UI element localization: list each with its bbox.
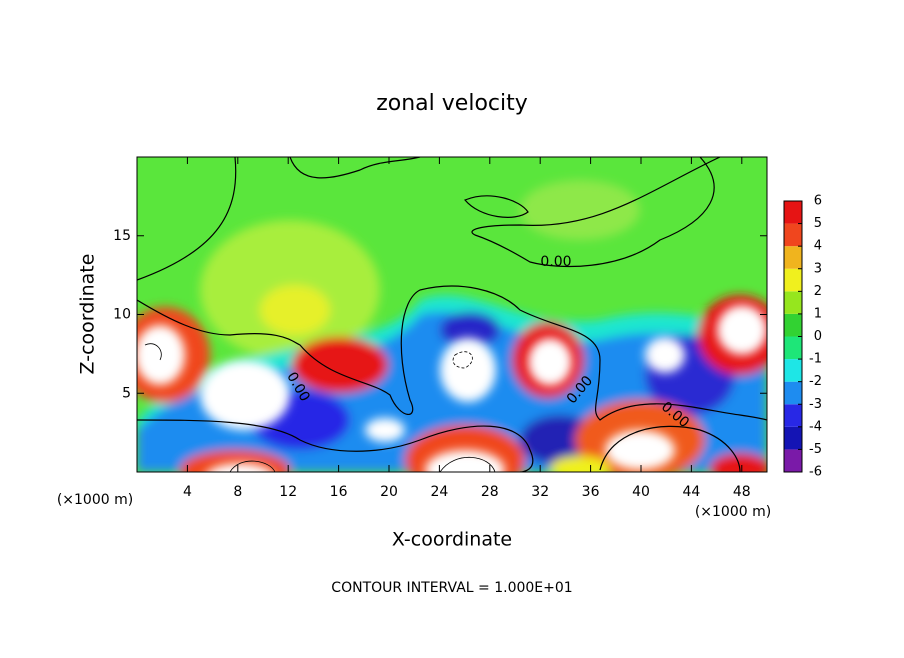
- colorbar-label: -1: [809, 352, 822, 367]
- x-tick-label: 32: [531, 484, 549, 500]
- x-tick-label: 36: [582, 484, 600, 500]
- x-unit-label: (×1000 m): [57, 492, 133, 508]
- colorbar-label: 6: [814, 194, 822, 209]
- x-tick-label: 28: [481, 484, 499, 500]
- x-axis-title: X-coordinate: [392, 529, 512, 551]
- contour-label: 0.00: [540, 254, 571, 270]
- colorbar-label: 0: [814, 329, 822, 344]
- colorbar-label: 3: [814, 261, 822, 276]
- colorbar-cell: [784, 313, 802, 337]
- colorbar-label: 5: [814, 216, 822, 231]
- x-tick-label: 40: [632, 484, 650, 500]
- x-tick-label: 20: [380, 484, 398, 500]
- colorbar-cell: [784, 449, 802, 472]
- x-tick-label: 24: [430, 484, 448, 500]
- x-tick-label: 44: [682, 484, 700, 500]
- colorbar-label: -6: [809, 465, 822, 480]
- colorbar-cell: [784, 381, 802, 405]
- colorbar-cell: [784, 268, 802, 292]
- y-tick-label: 15: [113, 228, 131, 244]
- colorbar-cell: [784, 426, 802, 450]
- x-tick-label: 48: [733, 484, 751, 500]
- colorbar-label: 4: [814, 239, 822, 254]
- x-tick-label: 8: [233, 484, 242, 500]
- y-tick-label: 5: [122, 385, 131, 401]
- colorbar-cell: [784, 223, 802, 247]
- colorbar-label: -4: [809, 419, 822, 434]
- footer: CONTOUR INTERVAL = 1.000E+01: [331, 580, 572, 596]
- colorbar-label: -2: [809, 374, 822, 389]
- chart-title: zonal velocity: [376, 91, 528, 116]
- velocity-field: [137, 157, 767, 472]
- x-tick-label: 12: [279, 484, 297, 500]
- colorbar-label: -5: [809, 442, 822, 457]
- colorbar-cell: [784, 246, 802, 269]
- colorbar-cell: [784, 359, 802, 382]
- colorbar-cell: [784, 291, 802, 314]
- colorbar-label: -3: [809, 397, 822, 412]
- colorbar-label: 1: [814, 306, 822, 321]
- y-axis-title: Z-coordinate: [77, 254, 99, 375]
- y-tick-label: 10: [113, 307, 131, 323]
- colorbar-cell: [784, 336, 802, 360]
- x-unit-label: (×1000 m): [695, 504, 771, 520]
- colorbar-label: 2: [814, 284, 822, 299]
- colorbar-cell: [784, 404, 802, 427]
- x-tick-label: 16: [330, 484, 348, 500]
- colorbar-cell: [784, 201, 802, 224]
- x-tick-label: 4: [183, 484, 192, 500]
